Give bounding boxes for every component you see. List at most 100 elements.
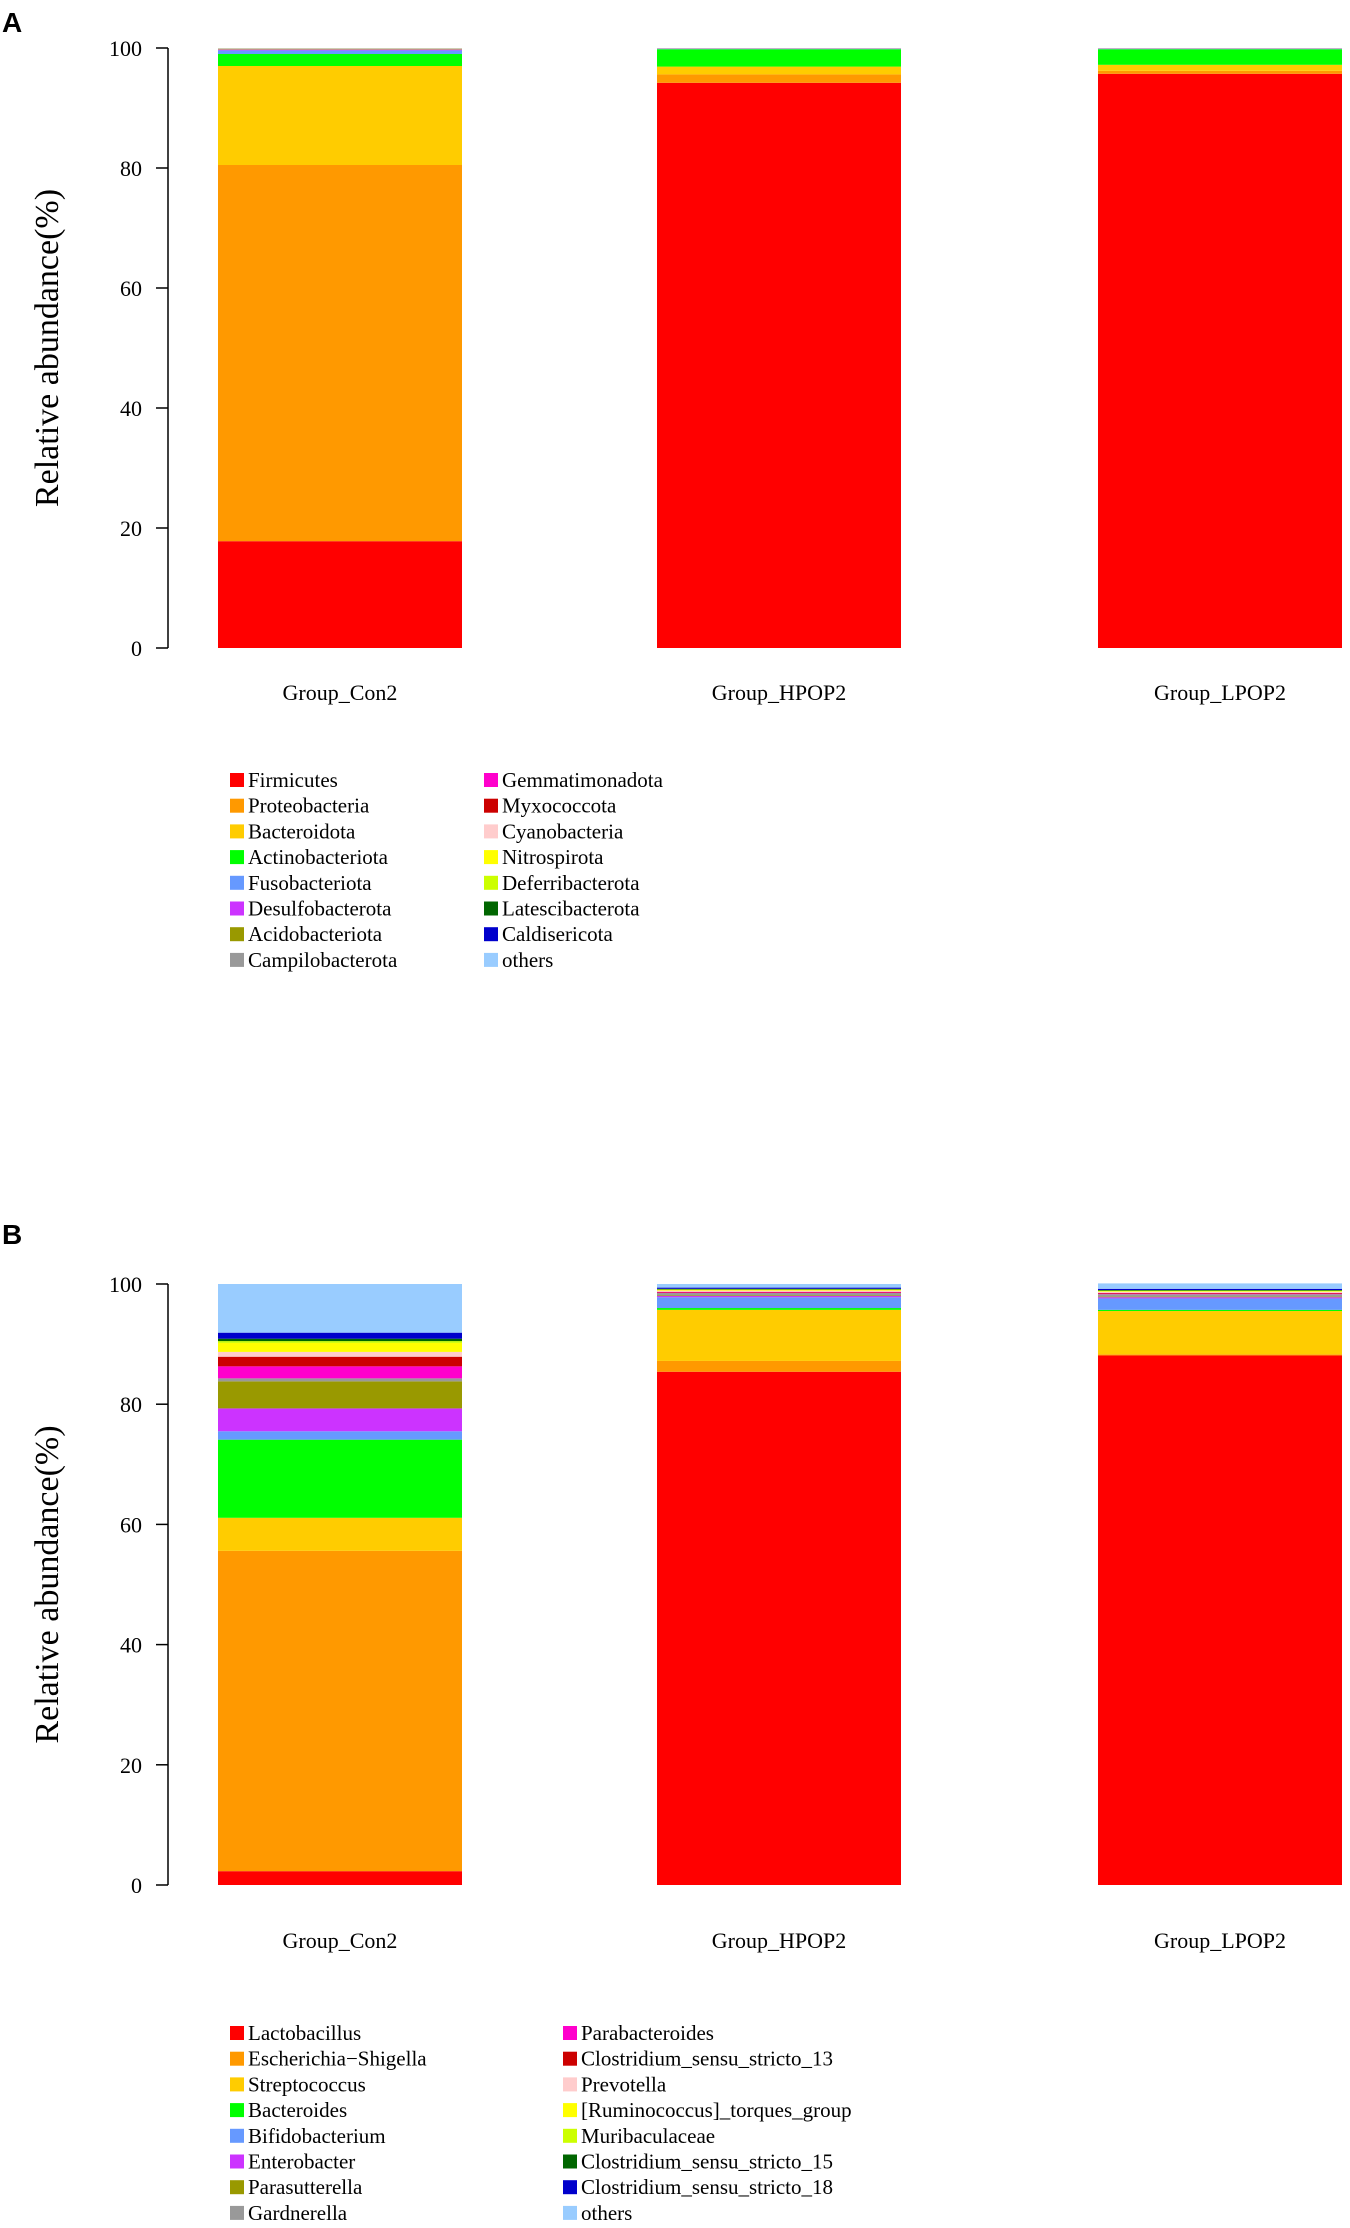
panel-b-x-tick-label: Group_Con2 [283, 1928, 398, 1953]
panel-b-bar-group-lpop2-gardnerella [1098, 1294, 1342, 1297]
panel-b-legend-label: Muribaculaceae [581, 2124, 715, 2148]
panel-b-legend-swatch [230, 2103, 244, 2118]
panel-b-legend-label: others [581, 2201, 632, 2225]
panel-a-y-tick-label: 80 [120, 156, 142, 181]
panel-b-bar-group-con2-parabacteroides [218, 1366, 462, 1379]
panel-b-x-tick-label: Group_HPOP2 [712, 1928, 846, 1953]
panel-b-bar-group-con2-parasutterella [218, 1381, 462, 1409]
panel-b-x-tick-label: Group_LPOP2 [1154, 1928, 1286, 1953]
panel-a-label: A [2, 7, 22, 38]
panel-a-x-tick-label: Group_LPOP2 [1154, 680, 1286, 705]
panel-b-bar-group-hpop2-muribaculaceae [657, 1289, 901, 1291]
panel-b-bar-group-con2-gardnerella [218, 1378, 462, 1382]
panel-b-bar-group-con2-bifidobacterium [218, 1431, 462, 1440]
panel-a-y-axis-title: Relative abundance(%) [29, 189, 66, 507]
panel-a-bar-group-lpop2-actinobacteriota [1098, 49, 1342, 65]
panel-a-bar-group-con2-desulfobacterota [218, 49, 462, 51]
panel-b-legend-label: Gardnerella [248, 2201, 348, 2225]
panel-a-legend-swatch [484, 901, 498, 916]
panel-a-bar-group-lpop2-proteobacteria [1098, 70, 1342, 74]
panel-a-legend-label: Gemmatimonadota [502, 768, 664, 792]
panel-b-y-tick-label: 40 [120, 1633, 142, 1658]
panel-b-bar-group-lpop2-clostridium-sensu-stricto-13 [1098, 1293, 1342, 1294]
panel-b-bar-group-hpop2-gardnerella [657, 1293, 901, 1296]
panel-a-legend-label: Cyanobacteria [502, 819, 624, 843]
panel-b-bar-group-con2-muribaculaceae [218, 1341, 462, 1343]
panel-a-legend-label: Nitrospirota [502, 845, 604, 869]
panel-a-legend-swatch [230, 927, 244, 942]
panel-a-legend-label: Bacteroidota [248, 819, 356, 843]
panel-a-bar-group-lpop2-firmicutes [1098, 73, 1342, 649]
panel-a-bar-group-hpop2-firmicutes [657, 82, 901, 649]
panel-b-bar-group-hpop2-clostridium-sensu-stricto-15 [657, 1288, 901, 1290]
panel-a-legend-label: Proteobacteria [248, 794, 370, 818]
panel-b-bar-group-hpop2-clostridium-sensu-stricto-18 [657, 1287, 901, 1289]
panel-b-bar-group-con2-escherichia-shigella [218, 1550, 462, 1872]
panel-b-bar-group-con2-prevotella [218, 1351, 462, 1357]
panel-b-bar-group-hpop2-streptococcus [657, 1309, 901, 1361]
panel-b-y-tick-label: 100 [109, 1272, 142, 1297]
panel-a-bar-group-con2-bacteroidota [218, 66, 462, 165]
panel-b-label: B [2, 1219, 22, 1250]
panel-b-y-tick-label: 20 [120, 1753, 142, 1778]
panel-b-bar-group-hpop2-lactobacillus [657, 1371, 901, 1885]
panel-b-y-tick-label: 80 [120, 1392, 142, 1417]
panel-b-legend-label: Parabacteroides [581, 2021, 714, 2045]
panel-b-bar-group-lpop2-others [1098, 1283, 1342, 1289]
panel-a-x-tick-label: Group_Con2 [283, 680, 398, 705]
panel-b-legend-swatch [563, 2205, 577, 2220]
panel-b-bar-group-hpop2-clostridium-sensu-stricto-13 [657, 1291, 901, 1293]
panel-b-legend-label: Prevotella [581, 2072, 667, 2096]
panel-a-legend-label: Campilobacterota [248, 948, 398, 972]
panel-a-bar-group-con2-actinobacteriota [218, 54, 462, 66]
panel-b-bar-group-lpop2-clostridium-sensu-stricto-18 [1098, 1288, 1342, 1291]
panel-b-bar-group-con2-bacteroides [218, 1439, 462, 1518]
panel-a-x-tick-label: Group_HPOP2 [712, 680, 846, 705]
panel-a-bar-group-con2-firmicutes [218, 541, 462, 648]
panel-a-legend-swatch [230, 798, 244, 813]
panel-b-bar-group-hpop2-bifidobacterium [657, 1297, 901, 1309]
panel-a-legend-swatch [230, 952, 244, 967]
panel-b-bar-group-hpop2-others [657, 1284, 901, 1288]
panel-b-legend-label: Clostridium_sensu_stricto_15 [581, 2150, 833, 2174]
panel-b-legend-swatch [563, 2077, 577, 2092]
panel-a-legend-label: others [502, 948, 553, 972]
panel-b-legend-swatch [563, 2103, 577, 2118]
panel-b-legend-swatch [230, 2051, 244, 2066]
panel-b-bar-group-con2-others [218, 1284, 462, 1333]
panel-b-bar-group-lpop2-parabacteroides [1098, 1293, 1342, 1295]
panel-a-y-tick-label: 20 [120, 516, 142, 541]
panel-b-bar-group-hpop2-escherichia-shigella [657, 1360, 901, 1372]
panel-b-bar-group-lpop2-bacteroides [1098, 1309, 1342, 1312]
panel-b-bar-group-hpop2-prevotella [657, 1290, 901, 1292]
panel-b-legend-label: [Ruminococcus]_torques_group [581, 2098, 852, 2122]
panel-a-legend-swatch [484, 952, 498, 967]
panel-b-bar-group-con2-lactobacillus [218, 1871, 462, 1885]
panel-b-legend-swatch [230, 2077, 244, 2092]
panel-b-legend-swatch [230, 2205, 244, 2220]
panel-b-bar-group-lpop2-enterobacter [1098, 1297, 1342, 1299]
panel-b-legend-label: Parasutterella [248, 2175, 363, 2199]
panel-b-legend-label: Clostridium_sensu_stricto_18 [581, 2175, 833, 2199]
panel-b-legend-swatch [230, 2026, 244, 2040]
panel-b: B 0 20 40 60 80 100 Relative abundance(%) Group… [2, 1219, 1342, 2225]
panel-a-legend-swatch [230, 901, 244, 916]
panel-b-bar-group-lpop2-escherichia-shigella [1098, 1354, 1342, 1356]
panel-a-bar-group-con2-fusobacteriota [218, 50, 462, 54]
panel-b-legend-label: Streptococcus [248, 2072, 366, 2096]
panel-a-legend-label: Desulfobacterota [248, 897, 392, 921]
panel-b-bar-group-hpop2-ruminococcus-torques-group [657, 1290, 901, 1291]
panel-b-bar-group-con2-ruminococcus-torques-group [218, 1342, 462, 1352]
panel-a-y-tick-label: 0 [131, 636, 142, 661]
panel-a-legend-swatch [484, 773, 498, 787]
panel-a-legend-label: Acidobacteriota [248, 922, 383, 946]
panel-a-legend-label: Fusobacteriota [248, 871, 372, 895]
panel-a-legend-swatch [484, 824, 498, 839]
panel-a-legend-label: Latescibacterota [502, 897, 640, 921]
panel-a-bar-group-hpop2-proteobacteria [657, 74, 901, 83]
panel-b-bar-group-hpop2-bacteroides [657, 1308, 901, 1310]
panel-b-bar-group-lpop2-prevotella [1098, 1291, 1342, 1294]
panel-a-legend-swatch [484, 875, 498, 890]
panel-b-bar-group-con2-clostridium-sensu-stricto-13 [218, 1356, 462, 1367]
